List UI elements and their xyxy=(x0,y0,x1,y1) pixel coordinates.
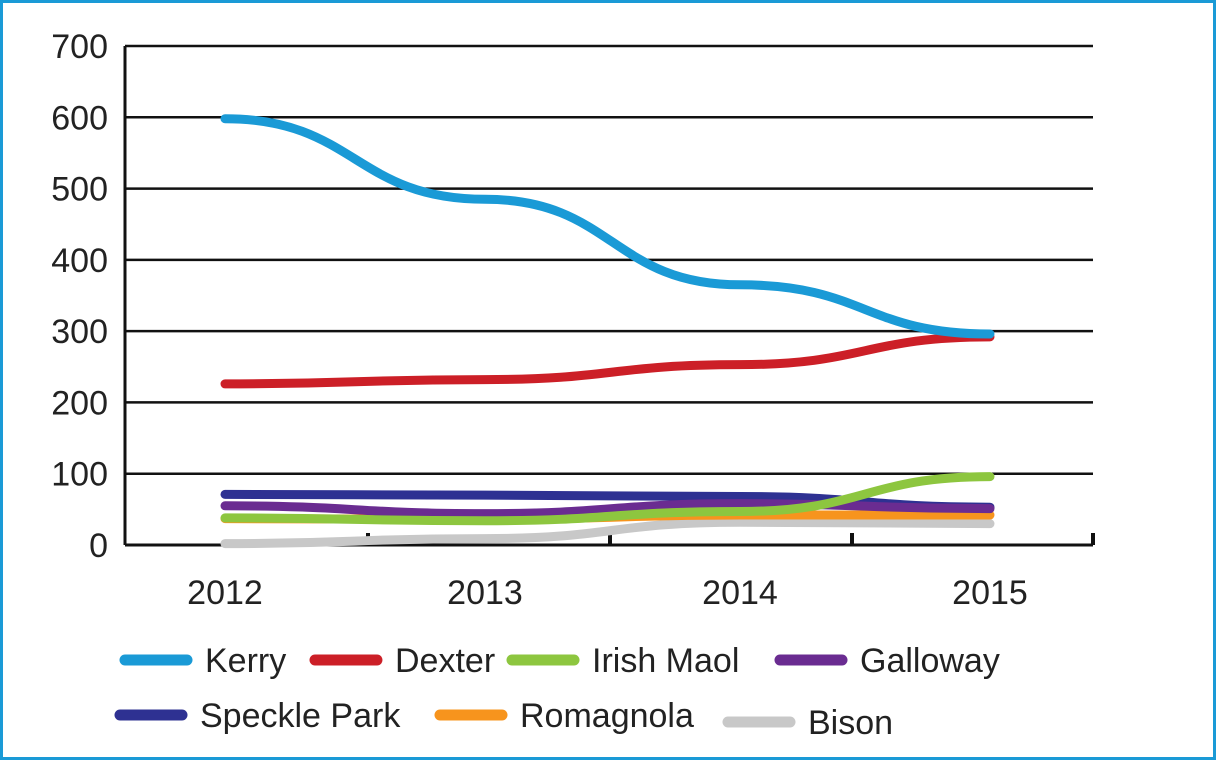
series-line-kerry xyxy=(220,114,995,339)
y-tick-label: 700 xyxy=(51,28,108,66)
legend-item-bison: Bison xyxy=(722,704,893,742)
y-tick-label: 100 xyxy=(51,456,108,494)
y-tick-label: 500 xyxy=(51,171,108,209)
legend: Kerry Dexter Irish Maol Galloway Speckle Par… xyxy=(114,642,1000,742)
legend-label: Bison xyxy=(808,704,893,742)
x-tick-label: 2012 xyxy=(187,574,263,612)
legend-label: Irish Maol xyxy=(592,642,739,680)
series-lines xyxy=(220,114,995,549)
x-tick-label: 2013 xyxy=(447,574,523,612)
legend-item-kerry: Kerry xyxy=(119,642,286,680)
series-line-dexter xyxy=(220,332,995,389)
legend-item-speckle-park: Speckle Park xyxy=(114,697,401,735)
legend-item-romagnola: Romagnola xyxy=(434,697,694,735)
x-tick-label: 2014 xyxy=(702,574,778,612)
x-axis-tick-labels: 2012 2013 2014 2015 xyxy=(187,574,1028,612)
gridlines xyxy=(125,44,1093,475)
series-line-bison xyxy=(220,517,995,549)
legend-label: Galloway xyxy=(860,642,1000,680)
legend-item-galloway: Galloway xyxy=(774,642,1000,680)
legend-item-dexter: Dexter xyxy=(309,642,495,680)
series-line-irish-maol xyxy=(220,472,995,526)
legend-label: Speckle Park xyxy=(200,697,401,735)
series-line-galloway xyxy=(220,499,995,519)
legend-item-irish-maol: Irish Maol xyxy=(506,642,739,680)
y-tick-label: 200 xyxy=(51,384,108,422)
y-tick-label: 300 xyxy=(51,313,108,351)
legend-label: Kerry xyxy=(205,642,286,680)
y-tick-label: 0 xyxy=(89,527,108,565)
legend-label: Dexter xyxy=(395,642,495,680)
y-tick-label: 400 xyxy=(51,242,108,280)
legend-label: Romagnola xyxy=(520,697,694,735)
x-tick-label: 2015 xyxy=(952,574,1028,612)
y-tick-label: 600 xyxy=(51,99,108,137)
y-axis-tick-labels: 0 100 200 300 400 500 600 700 xyxy=(51,28,108,565)
